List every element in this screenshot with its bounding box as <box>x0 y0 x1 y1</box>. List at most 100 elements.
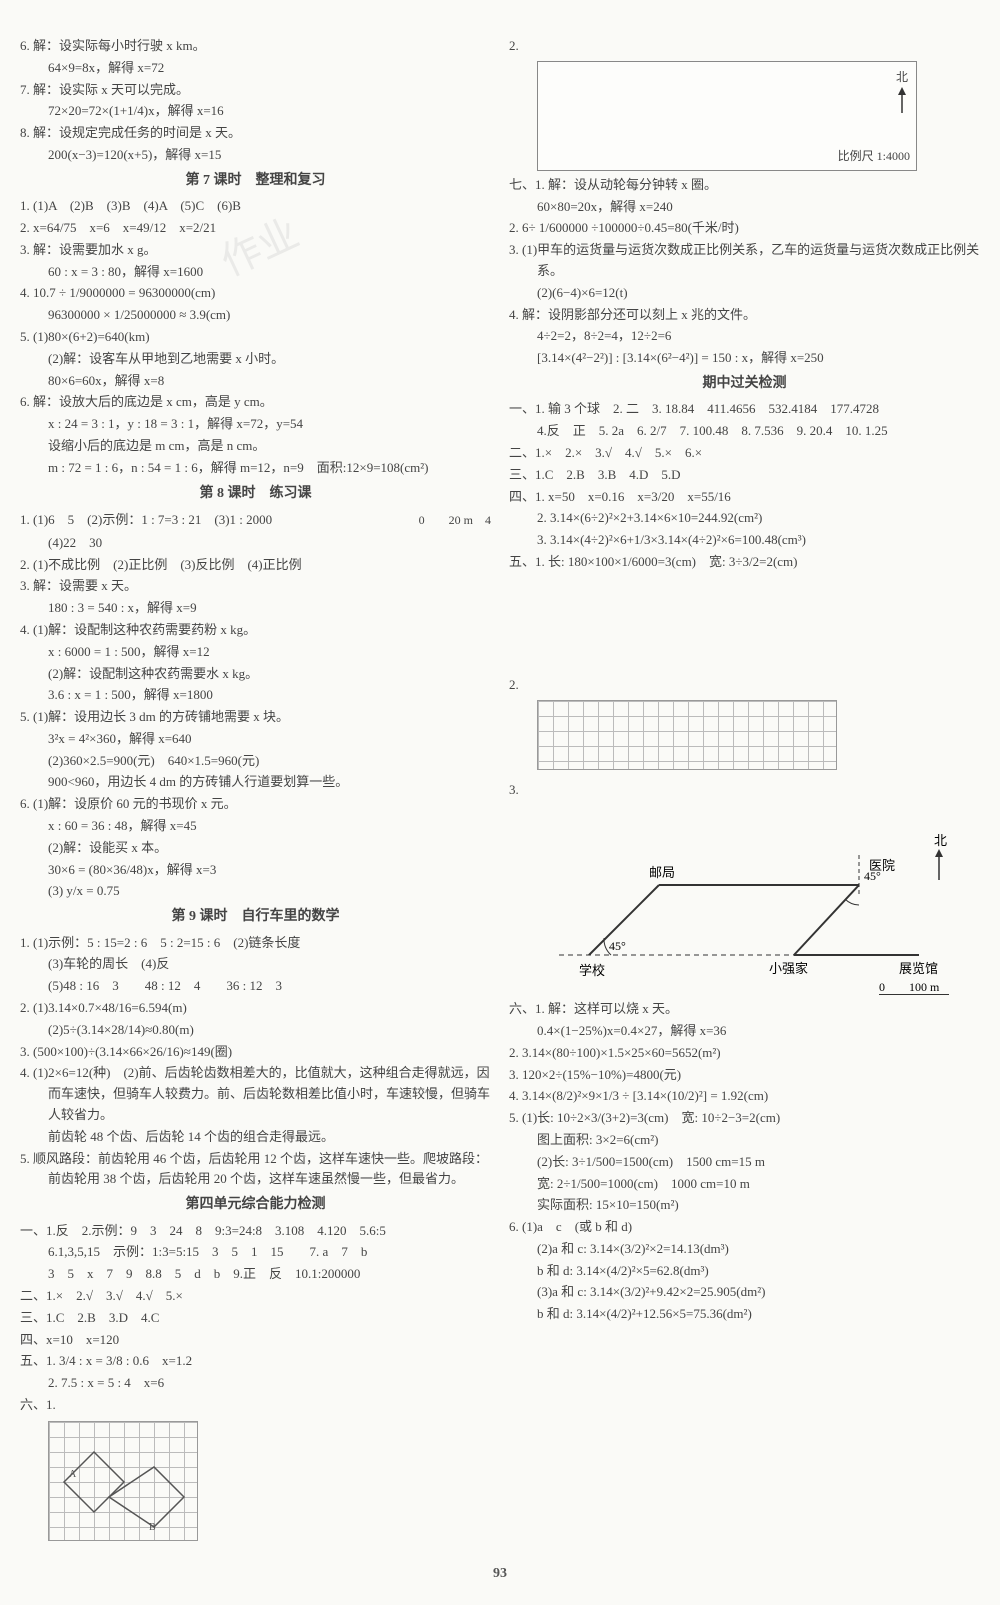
text-line: 六、1. 解：这样可以烧 x 天。 <box>509 999 980 1020</box>
angle-label: 45° <box>609 939 626 953</box>
text-line: 实际面积: 15×10=150(m²) <box>509 1195 980 1216</box>
text-line: (2)a 和 c: 3.14×(3/2)²×2=14.13(dm³) <box>509 1239 980 1260</box>
direction-map: 45° 45° 邮局 医院 学校 小强家 展览馆 北 0 100 m <box>519 805 959 995</box>
page-columns: 6. 解：设实际每小时行驶 x km。 64×9=8x，解得 x=72 7. 解… <box>20 35 980 1549</box>
text-line: 6. (1)a c (或 b 和 d) <box>509 1217 980 1238</box>
text-line: 4. 3.14×(8/2)²×9×1/3 ÷ [3.14×(10/2)²] = … <box>509 1086 980 1107</box>
text-line: 六、1. <box>20 1395 491 1416</box>
text-line: 4. (1)解：设配制这种农药需要药粉 x kg。 <box>20 620 491 641</box>
text-line: (2)解：设能买 x 本。 <box>20 838 491 859</box>
text-line: 5. (1)80×(6+2)=640(km) <box>20 327 491 348</box>
text-line: (5)48 : 16 3 48 : 12 4 36 : 12 3 <box>20 976 491 997</box>
text-line: (2)解：设配制这种农药需要水 x kg。 <box>20 664 491 685</box>
text-line: 3. <box>509 780 980 801</box>
text-line: 1. (1)A (2)B (3)B (4)A (5)C (6)B <box>20 196 491 217</box>
section-7-title: 第 7 课时 整理和复习 <box>20 170 491 192</box>
map-label: 学校 <box>579 963 605 978</box>
text-line: 四、1. x=50 x=0.16 x=3/20 x=55/16 <box>509 487 980 508</box>
text-line: (2)5÷(3.14×28/14)≈0.80(m) <box>20 1020 491 1041</box>
map-label: 展览馆 <box>899 961 938 976</box>
text-line: 200(x−3)=120(x+5)，解得 x=15 <box>20 145 491 166</box>
text-line: 4. 10.7 ÷ 1/9000000 = 96300000(cm) <box>20 283 491 304</box>
text-line: (3)a 和 c: 3.14×(3/2)²+9.42×2=25.905(dm²) <box>509 1282 980 1303</box>
text-line: 图上面积: 3×2=6(cm²) <box>509 1130 980 1151</box>
text-line: 1. (1)示例：5 : 15=2 : 6 5 : 2=15 : 6 (2)链条… <box>20 933 491 954</box>
scale-ruler: 0 20 m 4 <box>419 511 491 530</box>
text-line: 8. 解：设规定完成任务的时间是 x 天。 <box>20 123 491 144</box>
text-line: 6. 解：设实际每小时行驶 x km。 <box>20 36 491 57</box>
text-line: 6.1,3,5,15 示例：1:3=5:15 3 5 1 15 7. a 7 b <box>20 1242 491 1263</box>
text-line: (3)车轮的周长 (4)反 <box>20 954 491 975</box>
text-line: 4.反 正 5. 2a 6. 2/7 7. 100.48 8. 7.536 9.… <box>509 421 980 442</box>
text-line: 5. (1)长: 10÷2×3/(3+2)=3(cm) 宽: 10÷2−3=2(… <box>509 1108 980 1129</box>
north-icon: 北 <box>896 68 908 121</box>
text-line: 2. 3.14×(80÷100)×1.5×25×60=5652(m²) <box>509 1043 980 1064</box>
text-line: 96300000 × 1/25000000 ≈ 3.9(cm) <box>20 305 491 326</box>
right-column: 2. 北 比例尺 1:4000 七、1. 解：设从动轮每分钟转 x 圈。 60×… <box>509 35 980 1549</box>
text-line: m : 72 = 1 : 6，n : 54 = 1 : 6，解得 m=12，n=… <box>20 458 491 479</box>
text-line: 2. (1)不成比例 (2)正比例 (3)反比例 (4)正比例 <box>20 555 491 576</box>
text-line: 三、1.C 2.B 3.B 4.D 5.D <box>509 465 980 486</box>
left-column: 6. 解：设实际每小时行驶 x km。 64×9=8x，解得 x=72 7. 解… <box>20 35 491 1549</box>
text-line: 2. 3.14×(6÷2)²×2+3.14×6×10=244.92(cm²) <box>509 508 980 529</box>
text-line: 180 : 3 = 540 : x，解得 x=9 <box>20 598 491 619</box>
text-line: 7. 解：设实际 x 天可以完成。 <box>20 80 491 101</box>
text-line: 2. 6÷ 1/600000 ÷100000÷0.45=80(千米/时) <box>509 218 980 239</box>
scale-ruler: 0 100 m <box>879 980 940 994</box>
text-line: 4. 解：设阴影部分还可以刻上 x 兆的文件。 <box>509 305 980 326</box>
north-label: 北 <box>934 833 947 848</box>
map-label: 医院 <box>869 858 895 873</box>
text-line: 3. 解：设需要加水 x g。 <box>20 240 491 261</box>
text-line: x : 24 = 3 : 1，y : 18 = 3 : 1，解得 x=72，y=… <box>20 414 491 435</box>
text-line: 2. x=64/75 x=6 x=49/12 x=2/21 <box>20 218 491 239</box>
page-number: 93 <box>20 1563 980 1585</box>
svg-text:B: B <box>149 1522 156 1533</box>
text-line: 60×80=20x，解得 x=240 <box>509 197 980 218</box>
grid-figure: A B <box>48 1421 198 1541</box>
text-line: 宽: 2÷1/500=1000(cm) 1000 cm=10 m <box>509 1174 980 1195</box>
text-line: 72×20=72×(1+1/4)x，解得 x=16 <box>20 101 491 122</box>
text-line: 2. 7.5 : x = 5 : 4 x=6 <box>20 1373 491 1394</box>
unit4-title: 第四单元综合能力检测 <box>20 1194 491 1216</box>
text-line: 3²x = 4²×360，解得 x=640 <box>20 729 491 750</box>
text-line: 4. (1)2×6=12(种) (2)前、后齿轮齿数相差大的，比值就大，这种组合… <box>20 1063 491 1125</box>
text-line: 3. (500×100)÷(3.14×66×26/16)≈149(圈) <box>20 1042 491 1063</box>
map-label: 小强家 <box>769 961 808 976</box>
text-line: 1. (1)6 5 (2)示例：1 : 7=3 : 21 (3)1 : 2000 <box>20 510 411 531</box>
text-line: 5. 顺风路段：前齿轮用 46 个齿，后齿轮用 12 个齿，这样车速快一些。爬坡… <box>20 1149 491 1191</box>
text-line: (3) y/x = 0.75 <box>20 881 491 902</box>
text-line: 一、1. 输 3 个球 2. 二 3. 18.84 411.4656 532.4… <box>509 399 980 420</box>
text-line: 30×6 = (80×36/48)x，解得 x=3 <box>20 860 491 881</box>
map-label: 邮局 <box>649 865 675 880</box>
text-line: 64×9=8x，解得 x=72 <box>20 58 491 79</box>
text-line: 3. (1)甲车的运货量与运货次数成正比例关系，乙车的运货量与运货次数成正比例关… <box>509 240 980 282</box>
text-line: 3. 120×2÷(15%−10%)=4800(元) <box>509 1065 980 1086</box>
text-line: 五、1. 3/4 : x = 3/8 : 0.6 x=1.2 <box>20 1351 491 1372</box>
scale-label: 比例尺 1:4000 <box>838 147 910 166</box>
text-line: 设缩小后的底边是 m cm，高是 n cm。 <box>20 436 491 457</box>
text-line: (2)(6−4)×6=12(t) <box>509 283 980 304</box>
text-line: x : 60 = 36 : 48，解得 x=45 <box>20 816 491 837</box>
text-line: 4÷2=2，8÷2=4，12÷2=6 <box>509 326 980 347</box>
text-line: 三、1.C 2.B 3.D 4.C <box>20 1308 491 1329</box>
text-line: 四、x=10 x=120 <box>20 1330 491 1351</box>
text-line: 6. (1)解：设原价 60 元的书现价 x 元。 <box>20 794 491 815</box>
section-9-title: 第 9 课时 自行车里的数学 <box>20 906 491 928</box>
text-line: 5. (1)解：设用边长 3 dm 的方砖铺地需要 x 块。 <box>20 707 491 728</box>
text-line: 2. <box>509 36 980 57</box>
text-line: 3. 3.14×(4÷2)²×6+1/3×3.14×(4÷2)²×6=100.4… <box>509 530 980 551</box>
section-8-title: 第 8 课时 练习课 <box>20 483 491 505</box>
text-line: 3 5 x 7 9 8.8 5 d b 9.正 反 10.1:200000 <box>20 1264 491 1285</box>
text-line: 60 : x = 3 : 80，解得 x=1600 <box>20 262 491 283</box>
text-line: 3. 解：设需要 x 天。 <box>20 576 491 597</box>
text-line: 0.4×(1−25%)x=0.4×27，解得 x=36 <box>509 1021 980 1042</box>
text-line: 2. (1)3.14×0.7×48/16=6.594(m) <box>20 998 491 1019</box>
text-line: 2. <box>509 675 980 696</box>
text-line: 6. 解：设放大后的底边是 x cm，高是 y cm。 <box>20 392 491 413</box>
grid-figure-2 <box>537 700 837 770</box>
text-line: (2)解：设客车从甲地到乙地需要 x 小时。 <box>20 349 491 370</box>
text-line: 一、1.反 2.示例：9 3 24 8 9:3=24:8 3.108 4.120… <box>20 1221 491 1242</box>
text-line: b 和 d: 3.14×(4/2)²+12.56×5=75.36(dm²) <box>509 1304 980 1325</box>
text-line: x : 6000 = 1 : 500，解得 x=12 <box>20 642 491 663</box>
svg-text:A: A <box>69 1469 77 1480</box>
